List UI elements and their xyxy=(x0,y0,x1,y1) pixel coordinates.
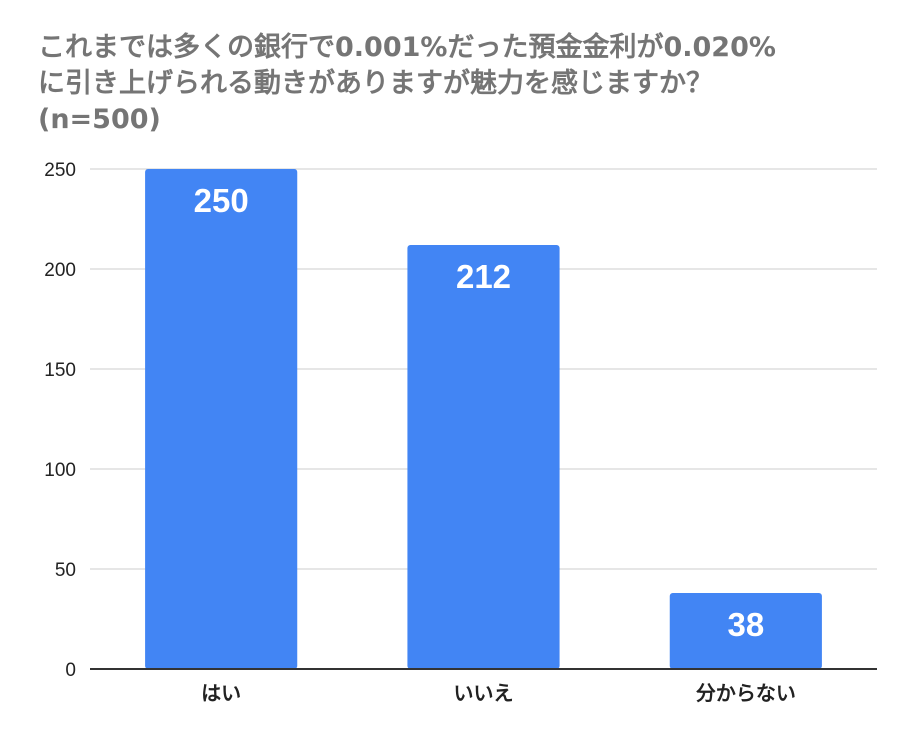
data-label: 250 xyxy=(194,182,249,219)
y-tick-label: 100 xyxy=(44,460,76,481)
y-tick-label: 250 xyxy=(44,160,76,181)
x-tick-label: 分からない xyxy=(696,681,796,705)
y-tick-label: 150 xyxy=(44,360,76,381)
x-tick-label: いいえ xyxy=(454,681,514,705)
bar xyxy=(669,593,822,669)
chart-title-line-2: に引き上げられる動きがありますが魅力を感じますか？ xyxy=(38,68,713,99)
data-label: 212 xyxy=(456,258,511,295)
data-label: 38 xyxy=(727,606,764,643)
chart-title-line-1: これまでは多くの銀行で0.001%だった預金金利が0.020% xyxy=(38,32,776,63)
bar xyxy=(407,245,560,669)
y-tick-label: 50 xyxy=(55,560,76,581)
chart-title-line-3: (n=500) xyxy=(38,104,161,135)
bar xyxy=(145,169,298,669)
chart-title: これまでは多くの銀行で0.001%だった預金金利が0.020% に引き上げられる… xyxy=(38,30,888,138)
y-tick-label: 200 xyxy=(44,260,76,281)
y-tick-label: 0 xyxy=(65,660,76,681)
x-tick-label: はい xyxy=(201,681,241,705)
